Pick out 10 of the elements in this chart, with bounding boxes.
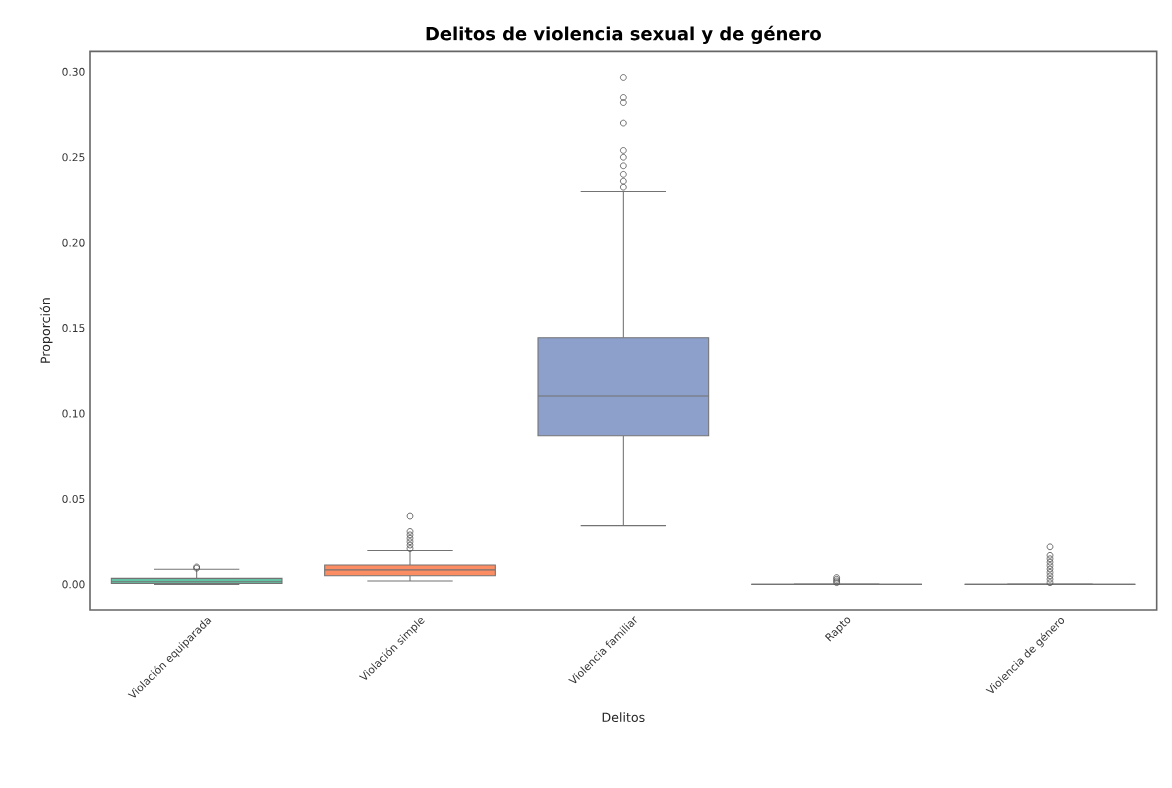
y-tick-label: 0.20	[62, 238, 85, 247]
y-tick-label: 0.25	[62, 153, 85, 162]
x-axis-title: Delitos	[602, 712, 645, 723]
y-tick-label: 0.10	[62, 409, 85, 418]
y-tick-label: 0.30	[62, 67, 85, 76]
y-tick-label: 0.00	[62, 580, 85, 589]
y-tick-label: 0.15	[62, 324, 85, 333]
y-axis-title: Proporción	[39, 298, 53, 363]
chart-title: Delitos de violencia sexual y de género	[426, 25, 821, 44]
y-tick-label: 0.05	[62, 494, 85, 503]
